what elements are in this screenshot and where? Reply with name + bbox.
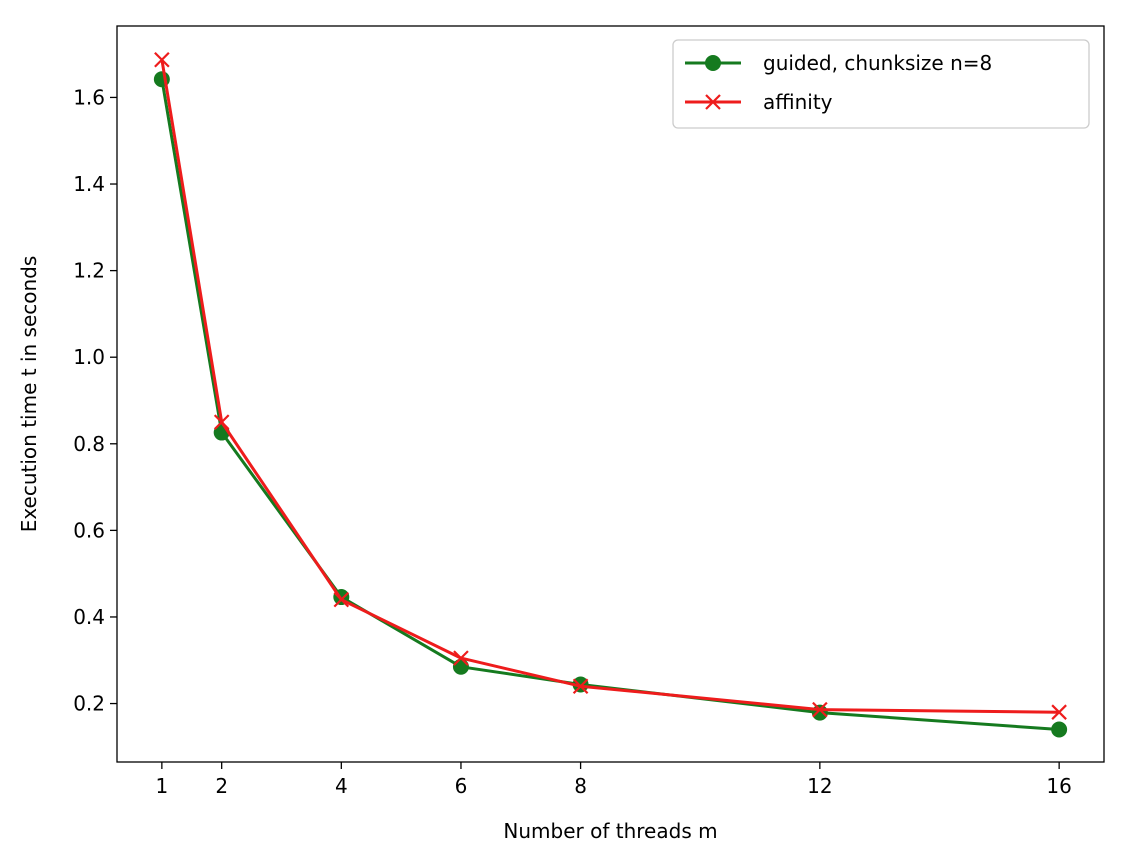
- y-axis: 0.2 0.4 0.6 0.8 1.0 1.2 1.4 1.6: [73, 85, 117, 716]
- data-point-0-5: [811, 704, 828, 721]
- y-tick-label-1.0: 1.0: [73, 345, 105, 369]
- data-point-1-5: [812, 701, 828, 718]
- x-tick-label-6: 6: [455, 774, 468, 798]
- x-axis: 1 2 4 6 8 12 16: [155, 762, 1072, 798]
- x-tick-label-1: 1: [155, 774, 168, 798]
- data-point-1-2: [333, 591, 350, 608]
- plot-area: [116, 25, 1105, 763]
- x-tick-label-12: 12: [807, 774, 832, 798]
- data-point-0-6: [1051, 721, 1068, 738]
- legend: guided, chunksize n=8 affinity: [672, 39, 1090, 129]
- data-point-1-1: [213, 414, 230, 430]
- legend-box: [672, 39, 1090, 129]
- legend-marker-guided: [705, 55, 721, 71]
- data-point-1-0: [154, 51, 170, 68]
- series-layer: [153, 51, 1068, 738]
- y-tick-label-1.6: 1.6: [73, 85, 105, 109]
- data-point-0-4: [572, 676, 589, 693]
- legend-label-affinity: affinity: [763, 90, 833, 114]
- legend-label-guided: guided, chunksize n=8: [763, 51, 992, 75]
- x-tick-label-2: 2: [215, 774, 228, 798]
- x-tick-label-4: 4: [335, 774, 348, 798]
- plot-frame: [116, 25, 1105, 763]
- x-axis-label: Number of threads m: [503, 819, 717, 843]
- y-tick-label-1.4: 1.4: [73, 172, 105, 196]
- data-point-1-4: [572, 678, 589, 695]
- y-tick-label-0.2: 0.2: [73, 692, 105, 716]
- data-point-1-6: [1051, 704, 1067, 720]
- legend-marker-affinity: [705, 94, 721, 110]
- x-tick-label-16: 16: [1046, 774, 1071, 798]
- y-tick-label-0.6: 0.6: [73, 518, 105, 542]
- y-tick-label-0.8: 0.8: [73, 432, 105, 456]
- y-axis-label: Execution time t in seconds: [17, 256, 41, 533]
- data-point-1-3: [453, 650, 469, 666]
- data-point-0-3: [452, 658, 469, 675]
- y-tick-label-1.2: 1.2: [73, 259, 105, 283]
- y-tick-label-0.4: 0.4: [73, 605, 105, 629]
- x-tick-label-8: 8: [574, 774, 587, 798]
